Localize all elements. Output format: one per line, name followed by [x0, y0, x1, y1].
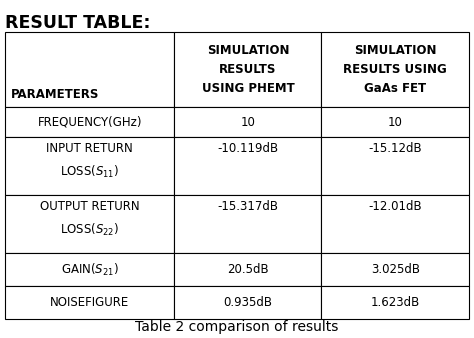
Text: SIMULATION
RESULTS USING
GaAs FET: SIMULATION RESULTS USING GaAs FET — [343, 44, 447, 95]
Text: OUTPUT RETURN
LOSS($S_{22}$): OUTPUT RETURN LOSS($S_{22}$) — [40, 200, 139, 238]
Bar — [5, 32, 174, 107]
Text: 1.623dB: 1.623dB — [371, 296, 420, 309]
Text: -12.01dB: -12.01dB — [368, 200, 422, 213]
Text: 20.5dB: 20.5dB — [227, 263, 269, 276]
Bar — [5, 286, 174, 319]
Text: INPUT RETURN
LOSS($S_{11}$): INPUT RETURN LOSS($S_{11}$) — [46, 142, 133, 180]
Bar — [174, 195, 321, 253]
Bar — [321, 137, 469, 195]
Bar — [174, 137, 321, 195]
Text: PARAMETERS: PARAMETERS — [11, 88, 100, 101]
Text: 10: 10 — [388, 116, 402, 128]
Text: Table 2 comparison of results: Table 2 comparison of results — [135, 320, 339, 334]
Bar — [321, 195, 469, 253]
Bar — [5, 195, 174, 253]
Text: FREQUENCY(GHz): FREQUENCY(GHz) — [37, 116, 142, 128]
Bar — [174, 286, 321, 319]
Text: -10.119dB: -10.119dB — [218, 142, 278, 155]
Text: RESULT TABLE:: RESULT TABLE: — [5, 14, 151, 32]
Text: 0.935dB: 0.935dB — [223, 296, 273, 309]
Bar — [5, 137, 174, 195]
Text: NOISEFIGURE: NOISEFIGURE — [50, 296, 129, 309]
Text: SIMULATION
RESULTS
USING PHEMT: SIMULATION RESULTS USING PHEMT — [201, 44, 294, 95]
Text: 3.025dB: 3.025dB — [371, 263, 419, 276]
Bar — [321, 107, 469, 137]
Bar — [321, 32, 469, 107]
Bar — [174, 32, 321, 107]
Bar — [321, 286, 469, 319]
Text: -15.12dB: -15.12dB — [368, 142, 422, 155]
Text: GAIN($S_{21}$): GAIN($S_{21}$) — [61, 262, 118, 277]
Bar — [5, 107, 174, 137]
Bar — [174, 253, 321, 286]
Bar — [174, 107, 321, 137]
Text: -15.317dB: -15.317dB — [218, 200, 278, 213]
Bar — [321, 253, 469, 286]
Bar — [5, 253, 174, 286]
Text: 10: 10 — [240, 116, 255, 128]
